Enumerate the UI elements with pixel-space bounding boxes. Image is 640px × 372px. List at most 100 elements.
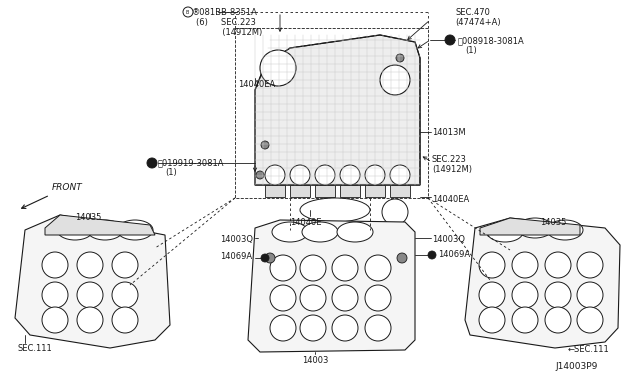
- Text: ←SEC.111: ←SEC.111: [568, 345, 610, 354]
- Circle shape: [445, 35, 455, 45]
- Circle shape: [390, 165, 410, 185]
- Bar: [235, 28, 428, 198]
- Circle shape: [382, 199, 408, 225]
- Text: 14035: 14035: [540, 218, 566, 227]
- Circle shape: [270, 315, 296, 341]
- Text: 14069A: 14069A: [220, 252, 252, 261]
- Circle shape: [42, 282, 68, 308]
- Circle shape: [77, 307, 103, 333]
- Ellipse shape: [272, 222, 308, 242]
- Text: 14040EA: 14040EA: [432, 195, 469, 204]
- Bar: [390, 185, 410, 197]
- Circle shape: [512, 282, 538, 308]
- Text: (14912M): (14912M): [432, 165, 472, 174]
- Circle shape: [479, 282, 505, 308]
- Circle shape: [332, 315, 358, 341]
- Circle shape: [545, 282, 571, 308]
- Polygon shape: [255, 35, 420, 185]
- Ellipse shape: [337, 222, 373, 242]
- Circle shape: [340, 165, 360, 185]
- Circle shape: [265, 165, 285, 185]
- Circle shape: [545, 307, 571, 333]
- Ellipse shape: [302, 222, 338, 242]
- Circle shape: [290, 165, 310, 185]
- Circle shape: [380, 65, 410, 95]
- Ellipse shape: [117, 220, 153, 240]
- Text: J14003P9: J14003P9: [555, 362, 597, 371]
- Bar: [265, 185, 285, 197]
- Circle shape: [42, 307, 68, 333]
- Circle shape: [261, 254, 269, 262]
- Circle shape: [300, 315, 326, 341]
- Text: 14035: 14035: [75, 213, 101, 222]
- Circle shape: [270, 285, 296, 311]
- Circle shape: [365, 315, 391, 341]
- Text: 14003Q: 14003Q: [220, 235, 253, 244]
- Circle shape: [256, 171, 264, 179]
- Circle shape: [147, 158, 157, 168]
- Circle shape: [261, 141, 269, 149]
- Circle shape: [577, 282, 603, 308]
- Text: Ⓝ008918-3081A: Ⓝ008918-3081A: [458, 36, 525, 45]
- Polygon shape: [248, 220, 415, 352]
- Text: ®081BB-8351A: ®081BB-8351A: [192, 8, 258, 17]
- Text: Ⓝ019919-3081A: Ⓝ019919-3081A: [158, 158, 225, 167]
- Circle shape: [397, 253, 407, 263]
- Circle shape: [479, 307, 505, 333]
- Circle shape: [300, 255, 326, 281]
- Circle shape: [512, 252, 538, 278]
- Ellipse shape: [547, 220, 583, 240]
- Circle shape: [300, 285, 326, 311]
- Text: (14912M): (14912M): [196, 28, 262, 37]
- Circle shape: [428, 251, 436, 259]
- Circle shape: [365, 255, 391, 281]
- Text: (6)     SEC.223: (6) SEC.223: [196, 18, 256, 27]
- Text: 14040EA: 14040EA: [238, 80, 275, 89]
- Text: 14040E: 14040E: [290, 218, 321, 227]
- Text: 14003Q: 14003Q: [432, 235, 465, 244]
- Circle shape: [77, 282, 103, 308]
- Circle shape: [365, 165, 385, 185]
- Bar: [365, 185, 385, 197]
- Ellipse shape: [300, 198, 370, 222]
- Circle shape: [112, 282, 138, 308]
- Circle shape: [112, 252, 138, 278]
- Circle shape: [365, 285, 391, 311]
- Polygon shape: [15, 215, 170, 348]
- Text: 14069A: 14069A: [438, 250, 470, 259]
- Circle shape: [396, 54, 404, 62]
- Polygon shape: [480, 218, 580, 235]
- Text: 14003: 14003: [302, 356, 328, 365]
- Text: (1): (1): [165, 168, 177, 177]
- Circle shape: [260, 50, 296, 86]
- Ellipse shape: [517, 218, 553, 238]
- Circle shape: [479, 252, 505, 278]
- Circle shape: [77, 252, 103, 278]
- Bar: [290, 185, 310, 197]
- Ellipse shape: [487, 222, 523, 242]
- Text: SEC.223: SEC.223: [432, 155, 467, 164]
- Text: B: B: [186, 10, 189, 15]
- Circle shape: [577, 252, 603, 278]
- Text: SEC.470: SEC.470: [455, 8, 490, 17]
- Text: (47474+A): (47474+A): [455, 18, 500, 27]
- Polygon shape: [45, 215, 155, 235]
- Ellipse shape: [87, 220, 123, 240]
- Circle shape: [112, 307, 138, 333]
- Circle shape: [512, 307, 538, 333]
- Circle shape: [545, 252, 571, 278]
- Circle shape: [42, 252, 68, 278]
- Circle shape: [332, 285, 358, 311]
- Text: FRONT: FRONT: [52, 183, 83, 192]
- Circle shape: [315, 165, 335, 185]
- Polygon shape: [465, 218, 620, 348]
- Text: 14013M: 14013M: [432, 128, 466, 137]
- Ellipse shape: [57, 220, 93, 240]
- Circle shape: [265, 253, 275, 263]
- Bar: [340, 185, 360, 197]
- Circle shape: [270, 255, 296, 281]
- Circle shape: [577, 307, 603, 333]
- Text: SEC.111: SEC.111: [18, 344, 52, 353]
- Circle shape: [332, 255, 358, 281]
- Bar: [315, 185, 335, 197]
